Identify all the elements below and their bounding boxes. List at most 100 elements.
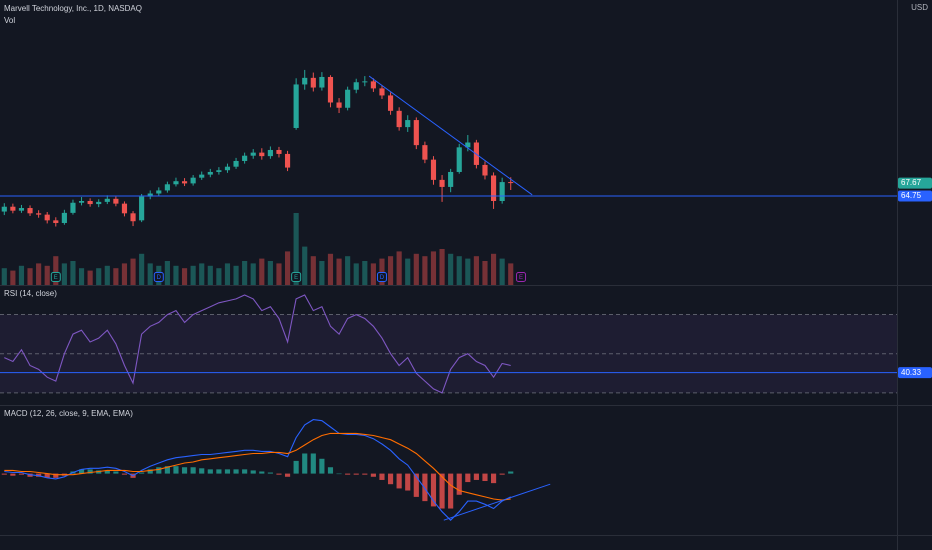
histogram-bar bbox=[327, 467, 334, 474]
event-label: E bbox=[519, 275, 523, 281]
histogram-bar bbox=[319, 458, 325, 474]
event-marker bbox=[153, 272, 164, 282]
candle-body bbox=[104, 198, 110, 202]
candle-body bbox=[190, 177, 196, 184]
volume-bar bbox=[302, 246, 308, 285]
volume-bar bbox=[456, 256, 462, 285]
histogram-bar bbox=[448, 473, 454, 509]
event-marker bbox=[291, 272, 302, 282]
histogram-bar bbox=[293, 460, 299, 474]
candle-body bbox=[499, 182, 505, 201]
volume-bar bbox=[413, 253, 419, 285]
volume-bar bbox=[1, 268, 7, 285]
histogram-bar bbox=[405, 473, 411, 491]
candle-body bbox=[44, 214, 50, 221]
volume-bar bbox=[499, 258, 505, 285]
volume-bar bbox=[53, 256, 59, 285]
candle-body bbox=[448, 171, 454, 187]
volume-bar bbox=[113, 268, 119, 285]
volume-bar bbox=[87, 270, 93, 285]
histogram-bar bbox=[439, 473, 445, 509]
volume-bar bbox=[327, 253, 334, 285]
volume-bar bbox=[490, 253, 497, 285]
volume-bar bbox=[139, 253, 145, 285]
candle-body bbox=[36, 213, 42, 215]
volume-bar bbox=[482, 261, 488, 285]
histogram-bar bbox=[139, 472, 145, 474]
price-tag bbox=[898, 190, 932, 202]
volume-bar bbox=[293, 213, 299, 285]
candle-body bbox=[121, 203, 128, 214]
volume-bar bbox=[250, 263, 256, 285]
volume-bar bbox=[379, 258, 385, 285]
histogram-bar bbox=[276, 473, 282, 475]
volume-bar bbox=[190, 265, 196, 285]
candle-body bbox=[53, 220, 59, 223]
volume-bar bbox=[430, 251, 437, 285]
candle-body bbox=[439, 179, 445, 187]
volume-bar bbox=[387, 256, 394, 285]
volume-bar bbox=[508, 263, 514, 285]
candle-body bbox=[490, 175, 497, 201]
candle-body bbox=[353, 82, 359, 90]
volume-bar bbox=[448, 253, 454, 285]
volume-bar bbox=[319, 261, 325, 285]
histogram-bar bbox=[87, 469, 93, 474]
volume-bar bbox=[422, 256, 428, 285]
volume-bar bbox=[164, 261, 170, 285]
volume-bar bbox=[224, 263, 231, 285]
candle-body bbox=[310, 77, 316, 88]
candle-body bbox=[379, 88, 385, 96]
event-label: D bbox=[157, 275, 162, 281]
histogram-bar bbox=[422, 473, 428, 502]
histogram-bar bbox=[473, 473, 479, 480]
histogram-bar bbox=[284, 473, 291, 477]
candle-body bbox=[147, 193, 153, 197]
histogram-bar bbox=[379, 473, 385, 480]
price-tag-label: 67.67 bbox=[901, 178, 922, 187]
volume-bar bbox=[242, 261, 248, 285]
histogram-bar bbox=[482, 473, 488, 482]
volume-bar bbox=[96, 268, 102, 285]
histogram-bar bbox=[259, 471, 265, 474]
volume-bar bbox=[259, 258, 265, 285]
candle-body bbox=[413, 120, 419, 146]
histogram-bar bbox=[336, 473, 342, 475]
volume-bar bbox=[233, 265, 239, 285]
volume-bar bbox=[336, 258, 342, 285]
histogram-bar bbox=[387, 473, 394, 485]
indicator-line bbox=[4, 294, 511, 394]
candle-body bbox=[164, 184, 170, 191]
histogram-bar bbox=[164, 466, 170, 474]
candle-body bbox=[224, 166, 231, 171]
histogram-bar bbox=[104, 470, 110, 474]
volume-legend: Vol bbox=[4, 16, 15, 25]
event-label: E bbox=[294, 275, 298, 281]
candle-body bbox=[396, 110, 402, 128]
candle-body bbox=[27, 208, 33, 214]
histogram-bar bbox=[1, 473, 7, 475]
volume-bar bbox=[70, 261, 76, 285]
event-marker bbox=[50, 272, 61, 282]
candle-body bbox=[156, 190, 162, 194]
volume-bar bbox=[353, 263, 359, 285]
histogram-bar bbox=[224, 469, 231, 474]
histogram-bar bbox=[181, 467, 188, 474]
candle-body bbox=[293, 84, 299, 128]
histogram-bar bbox=[199, 468, 205, 474]
candle-body bbox=[456, 147, 462, 172]
volume-bar bbox=[396, 251, 402, 285]
volume-bar bbox=[36, 263, 42, 285]
event-marker bbox=[516, 272, 527, 282]
histogram-bar bbox=[456, 473, 462, 495]
price-tag bbox=[898, 367, 932, 379]
candle-body bbox=[267, 149, 273, 157]
price-tag-label: 64.75 bbox=[901, 191, 922, 200]
volume-bar bbox=[267, 261, 273, 285]
trendline bbox=[443, 483, 551, 521]
histogram-bar bbox=[250, 470, 256, 474]
volume-bar bbox=[310, 256, 316, 285]
volume-bar bbox=[130, 258, 136, 285]
